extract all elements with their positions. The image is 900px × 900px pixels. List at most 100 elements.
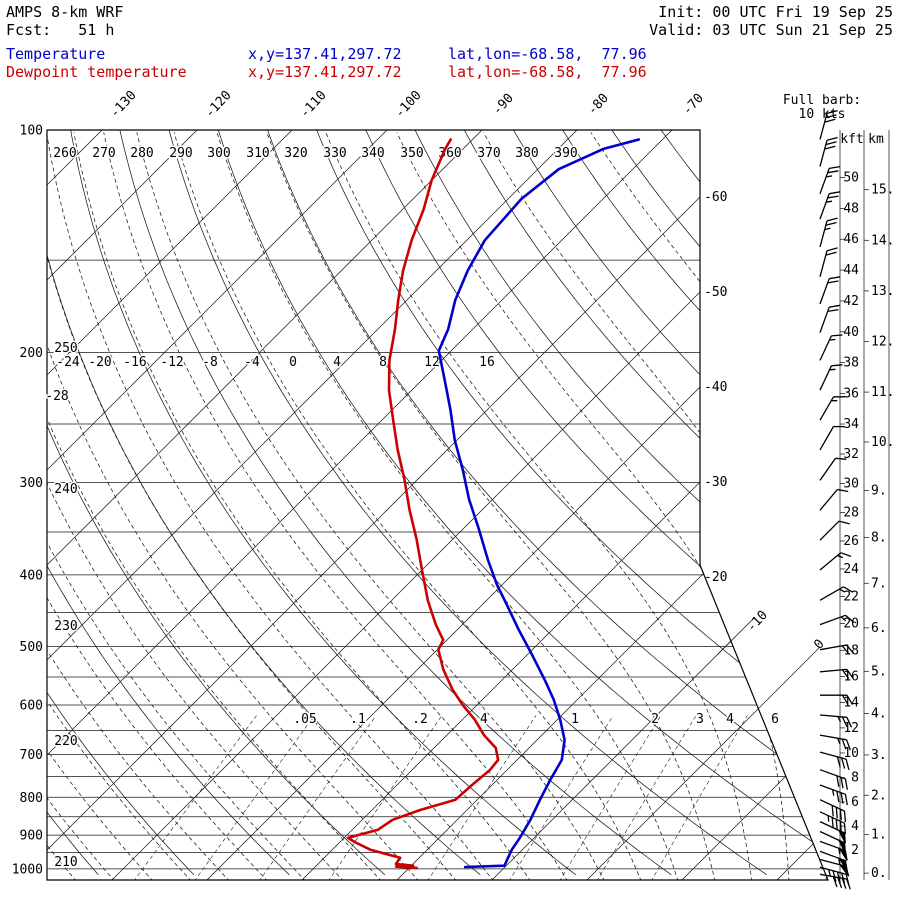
pressure-label: 600 — [20, 698, 43, 713]
svg-text:3: 3 — [696, 712, 704, 727]
svg-text:.1: .1 — [350, 712, 366, 727]
svg-text:340: 340 — [361, 146, 384, 161]
svg-text:8: 8 — [379, 355, 387, 370]
svg-text:330: 330 — [323, 146, 346, 161]
svg-text:-90: -90 — [490, 91, 517, 118]
km-label: 1. — [871, 828, 887, 843]
svg-text:350: 350 — [400, 146, 423, 161]
km-label: 7. — [871, 576, 887, 591]
dewp-grid-coords: x,y=137.41,297.72 — [248, 63, 402, 81]
temp-grid-coords: x,y=137.41,297.72 — [248, 45, 402, 63]
svg-text:4: 4 — [726, 712, 734, 727]
km-label: 2. — [871, 788, 887, 803]
kft-label: 32 — [843, 447, 859, 462]
svg-text:240: 240 — [54, 482, 77, 497]
svg-text:360: 360 — [438, 146, 461, 161]
kft-label: 2 — [851, 843, 859, 858]
kft-label: 22 — [843, 590, 859, 605]
kft-label: 28 — [843, 505, 859, 520]
kft-label: 12 — [843, 721, 859, 736]
svg-text:12: 12 — [424, 355, 440, 370]
km-label: 6. — [871, 621, 887, 636]
svg-text:370: 370 — [477, 146, 500, 161]
svg-text:-70: -70 — [680, 91, 707, 118]
svg-text:310: 310 — [246, 146, 269, 161]
km-label: 4. — [871, 707, 887, 722]
svg-text:230: 230 — [54, 619, 77, 634]
svg-text:-80: -80 — [585, 91, 612, 118]
svg-text:-10: -10 — [744, 608, 771, 635]
kft-label: 16 — [843, 670, 859, 685]
svg-text:-20: -20 — [88, 355, 111, 370]
kft-label: 6 — [851, 795, 859, 810]
dewp-latlon: lat,lon=-68.58, 77.96 — [448, 63, 647, 81]
chart-frame — [46, 129, 829, 881]
km-label: 10. — [871, 435, 894, 450]
kft-label: 42 — [843, 294, 859, 309]
svg-text:-28: -28 — [45, 389, 68, 404]
kft-label: 38 — [843, 356, 859, 371]
kft-label: 50 — [843, 171, 859, 186]
svg-text:16: 16 — [479, 355, 495, 370]
model-name: AMPS 8-km WRF — [6, 3, 124, 21]
svg-text:-16: -16 — [123, 355, 146, 370]
svg-text:-100: -100 — [392, 88, 424, 121]
svg-text:210: 210 — [54, 855, 77, 870]
svg-text:4: 4 — [333, 355, 341, 370]
kft-label: 8 — [851, 771, 859, 786]
km-label: 8. — [871, 530, 887, 545]
svg-text:-120: -120 — [202, 88, 234, 121]
kft-label: 34 — [843, 417, 859, 432]
kft-label: 48 — [843, 201, 859, 216]
pressure-label: 500 — [20, 640, 43, 655]
svg-text:.4: .4 — [472, 712, 488, 727]
svg-text:-20: -20 — [704, 570, 727, 585]
kft-label: 4 — [851, 819, 859, 834]
svg-text:-12: -12 — [160, 355, 183, 370]
svg-text:320: 320 — [284, 146, 307, 161]
km-label: 9. — [871, 483, 887, 498]
temp-legend-label: Temperature — [6, 45, 106, 63]
km-label: 13. — [871, 284, 894, 299]
svg-text:1: 1 — [571, 712, 579, 727]
svg-text:-110: -110 — [297, 88, 329, 121]
barb-legend-line1: Full barb: — [782, 93, 862, 108]
svg-text:0: 0 — [289, 355, 297, 370]
svg-text:-24: -24 — [56, 355, 80, 370]
kft-label: 24 — [843, 562, 859, 577]
svg-text:kft: kft — [840, 132, 863, 147]
temperature-curve — [437, 138, 641, 869]
fcst-hour: Fcst: 51 h — [6, 21, 115, 39]
km-label: 12. — [871, 335, 894, 350]
pressure-label: 700 — [20, 748, 43, 763]
svg-text:km: km — [868, 132, 884, 147]
svg-text:6: 6 — [771, 712, 779, 727]
kft-label: 40 — [843, 325, 859, 340]
svg-text:-50: -50 — [704, 285, 727, 300]
svg-text:280: 280 — [130, 146, 153, 161]
pressure-label: 100 — [20, 124, 43, 139]
dewp-legend-label: Dewpoint temperature — [6, 63, 187, 81]
kft-label: 46 — [843, 232, 859, 247]
pressure-label: 1000 — [12, 862, 43, 877]
svg-text:2: 2 — [651, 712, 659, 727]
km-label: 3. — [871, 748, 887, 763]
svg-text:380: 380 — [515, 146, 538, 161]
svg-text:-130: -130 — [107, 88, 139, 121]
svg-text:390: 390 — [554, 146, 577, 161]
kft-label: 20 — [843, 617, 859, 632]
svg-text:.2: .2 — [412, 712, 428, 727]
temp-latlon: lat,lon=-68.58, 77.96 — [448, 45, 647, 63]
dewpoint-curve — [346, 138, 500, 870]
svg-text:-8: -8 — [202, 355, 218, 370]
svg-text:250: 250 — [54, 341, 77, 356]
svg-text:220: 220 — [54, 734, 77, 749]
pressure-label: 300 — [20, 476, 43, 491]
wind-barbs — [819, 109, 855, 890]
km-label: 5. — [871, 664, 887, 679]
pressure-label: 900 — [20, 829, 43, 844]
pressure-label: 200 — [20, 346, 43, 361]
svg-text:290: 290 — [169, 146, 192, 161]
grid-lines — [47, 130, 828, 880]
